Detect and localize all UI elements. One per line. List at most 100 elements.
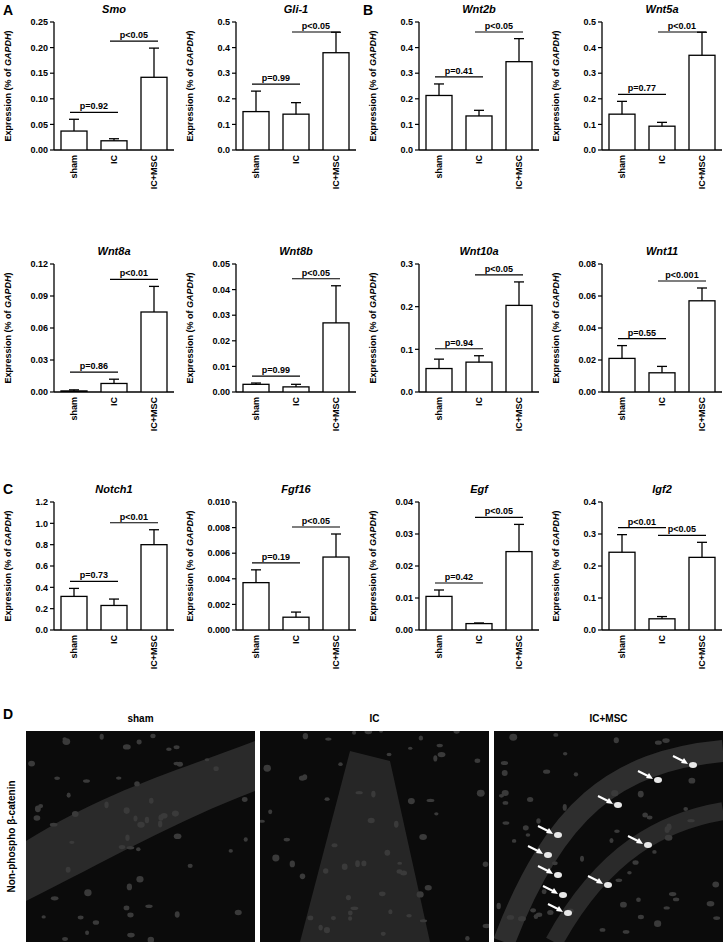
y-tick-label: 0.2 xyxy=(583,561,596,571)
error-line xyxy=(438,590,439,596)
error-cap xyxy=(291,102,301,103)
bracket xyxy=(252,562,300,563)
bar xyxy=(609,114,635,150)
y-tick-label: 0.0 xyxy=(583,625,596,635)
bracket xyxy=(252,375,300,376)
x-tick-label: IC+MSC xyxy=(149,635,159,670)
bar xyxy=(506,305,532,392)
error-bar xyxy=(251,570,261,583)
chart-title: Gli-1 xyxy=(284,3,308,15)
error-bar xyxy=(697,542,707,557)
bar xyxy=(323,53,349,150)
speckle xyxy=(502,821,509,825)
speckle xyxy=(408,798,415,804)
speckle xyxy=(299,775,306,780)
speckle xyxy=(477,790,485,797)
chart: Wnt5aExpression (% of GAPDH)0.00.10.20.3… xyxy=(551,3,722,189)
marks xyxy=(426,524,532,630)
bracket xyxy=(110,41,158,42)
texture xyxy=(260,731,489,942)
y-axis-label: Expression (% of GAPDH) xyxy=(551,272,561,383)
bar xyxy=(609,552,635,630)
y-label-part: Expression (% of xyxy=(368,66,378,142)
y-label-part: ) xyxy=(3,272,13,275)
speckle xyxy=(62,737,66,740)
speckle xyxy=(361,861,366,867)
y-tick-label: 0.00 xyxy=(212,387,230,397)
p-value: p=0.99 xyxy=(262,365,290,375)
error-cap xyxy=(474,110,484,111)
speckle xyxy=(161,813,168,819)
column-label: sham xyxy=(127,713,153,724)
error-bar xyxy=(697,32,707,55)
y-label-part: Expression (% of xyxy=(551,66,561,142)
error-bar xyxy=(657,122,667,126)
y-tick-label: 0.00 xyxy=(30,387,48,397)
error-cap xyxy=(69,119,79,120)
y-tick-label: 0.1 xyxy=(583,593,596,603)
y-tick-label: 0.0 xyxy=(583,145,596,155)
y-label-part: ) xyxy=(368,30,378,33)
error-bar xyxy=(514,524,524,551)
y-label-part: Expression (% of xyxy=(551,308,561,384)
error-bar xyxy=(291,384,301,387)
error-cap xyxy=(149,286,159,287)
x-tick-label: IC+MSC xyxy=(514,155,524,190)
y-tick-label: 1.2 xyxy=(35,497,48,507)
y-tick-label: 0.03 xyxy=(395,529,413,539)
speckle xyxy=(342,864,348,870)
cell xyxy=(544,852,552,858)
figure: ABCDSmoExpression (% of GAPDH)0.000.050.… xyxy=(0,0,727,945)
p-value: p<0.05 xyxy=(302,268,330,278)
y-tick-label: 0.1 xyxy=(583,120,596,130)
bar xyxy=(61,596,87,630)
error-line xyxy=(255,570,256,583)
speckle xyxy=(501,761,508,765)
speckle xyxy=(636,897,641,901)
speckle xyxy=(536,912,542,916)
error-cap xyxy=(617,534,627,535)
panel-label: B xyxy=(363,2,373,18)
error-line xyxy=(73,119,74,131)
speckle xyxy=(683,807,688,811)
speckle xyxy=(127,913,133,918)
speckle xyxy=(100,734,104,740)
y-axis-label: Expression (% of GAPDH) xyxy=(3,30,13,141)
bracket xyxy=(475,274,523,275)
arrow-head xyxy=(606,798,613,804)
error-cap xyxy=(69,389,79,390)
speckle xyxy=(454,731,460,734)
chart: EgfExpression (% of GAPDH)0.000.010.020.… xyxy=(368,483,539,669)
y-label-part: Expression (% of xyxy=(3,546,13,622)
speckle xyxy=(387,753,392,757)
error-line xyxy=(153,530,154,545)
error-cap xyxy=(697,542,707,543)
error-bar xyxy=(331,32,341,52)
bracket xyxy=(435,348,483,349)
chart: Igf2Expression (% of GAPDH)0.00.10.20.30… xyxy=(551,483,722,669)
x-tick-label: IC xyxy=(474,396,484,406)
cell xyxy=(559,892,567,898)
tissue xyxy=(504,751,723,942)
speckle xyxy=(483,924,489,928)
chart: Notch1Expression (% of GAPDH)0.00.20.40.… xyxy=(3,483,174,669)
error-bar xyxy=(251,91,261,111)
error-cap xyxy=(251,382,261,383)
speckle xyxy=(542,889,547,894)
row-label: Non-phospho β-catenin xyxy=(6,780,17,892)
cell xyxy=(554,872,562,878)
chart-title: Egf xyxy=(470,483,489,495)
speckle xyxy=(664,906,670,909)
y-axis xyxy=(601,502,602,630)
error-cap xyxy=(331,533,341,534)
error-line xyxy=(701,32,702,55)
panel-label: D xyxy=(3,706,13,722)
y-tick-label: 0.4 xyxy=(217,43,230,53)
speckle xyxy=(28,761,35,767)
x-tick-label: IC+MSC xyxy=(697,635,707,670)
y-axis-label: Expression (% of GAPDH) xyxy=(3,272,13,383)
image-background xyxy=(26,731,255,942)
error-bar xyxy=(149,530,159,545)
speckle xyxy=(614,830,620,833)
error-cap xyxy=(109,379,119,380)
